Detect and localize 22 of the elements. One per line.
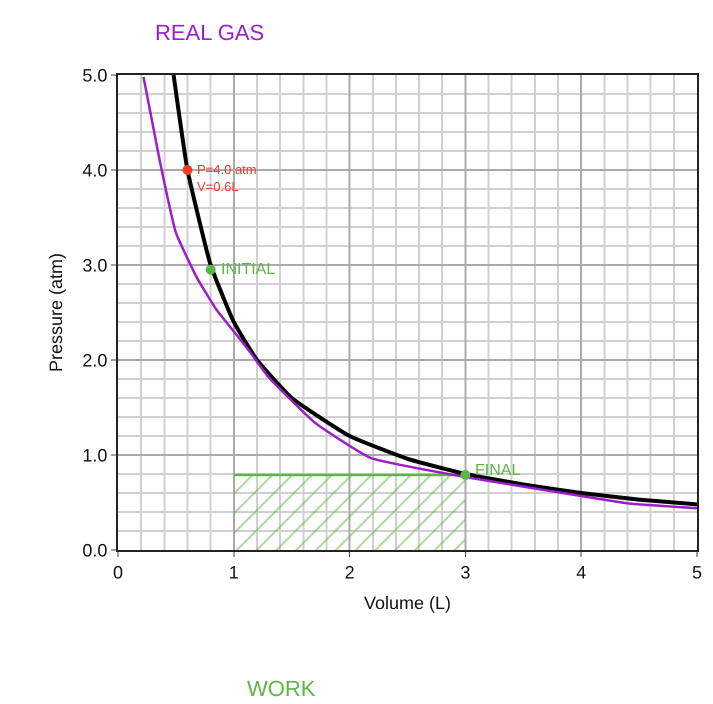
- point: [206, 264, 216, 275]
- y-tick-label: 4.0: [82, 160, 108, 180]
- x-tick-label: 2: [344, 562, 355, 583]
- annotation: INITIAL: [221, 261, 276, 278]
- point: [460, 470, 470, 480]
- x-tick-label: 0: [112, 562, 124, 583]
- x-tick-label: 3: [460, 562, 470, 583]
- text: REAL GAS: [155, 20, 264, 45]
- x-tick-label: 4: [576, 562, 586, 583]
- annotation: P=4.0 atm V=0.6L: [197, 162, 257, 194]
- y-tick-label: 3.0: [82, 255, 108, 276]
- x-tick-label: 1: [228, 562, 239, 583]
- y-tick-label: 1.0: [82, 445, 108, 466]
- y-axis-title: Pressure (atm): [46, 252, 66, 372]
- y-tick-label: 2.0: [82, 350, 108, 370]
- y-tick-label: 5.0: [82, 65, 108, 86]
- annotation: FINAL: [475, 462, 520, 479]
- point: [182, 165, 192, 175]
- x-tick-label: 5: [692, 562, 702, 583]
- y-tick-label: 0.0: [82, 540, 108, 560]
- text: WORK: [247, 676, 316, 701]
- x-axis-title: Volume (L): [364, 593, 452, 614]
